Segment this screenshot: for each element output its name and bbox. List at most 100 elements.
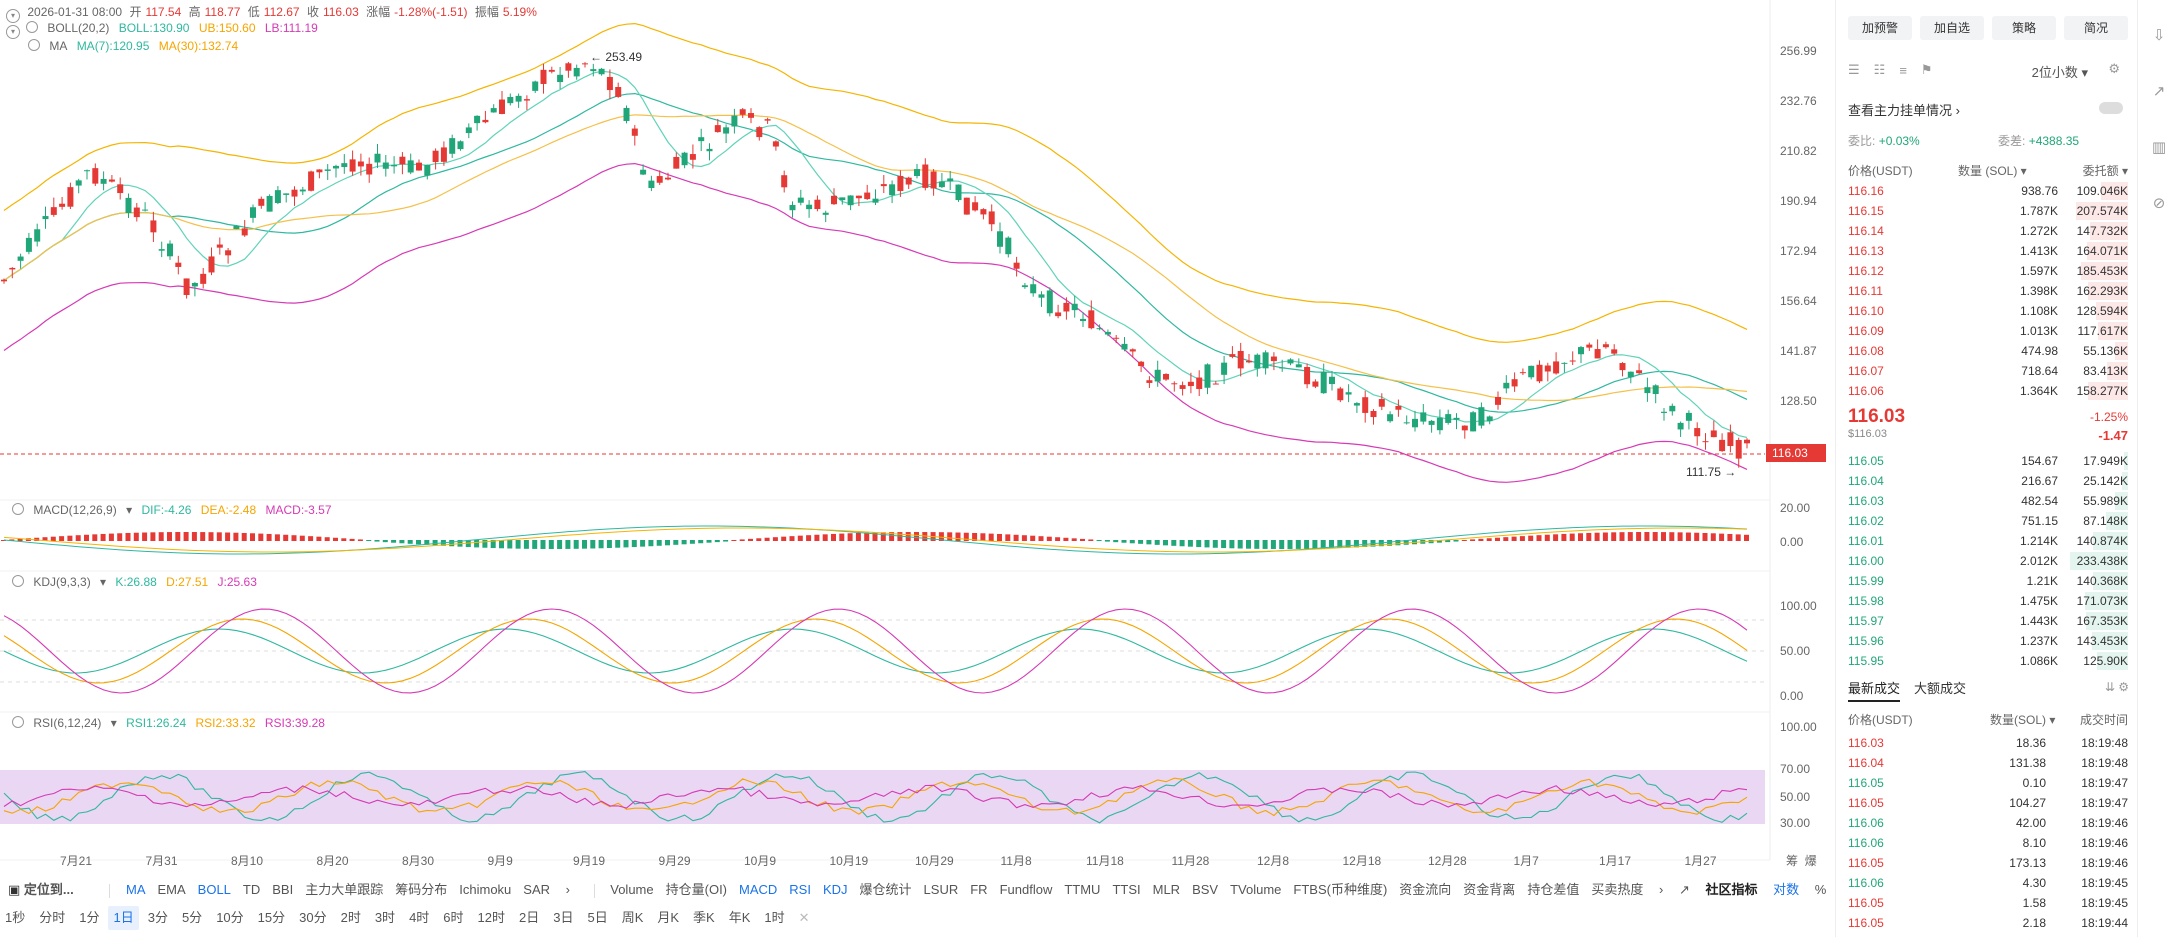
corner-labels[interactable]: 筹 爆 [1786, 852, 1817, 869]
link-icon[interactable]: ⊘ [2152, 195, 2166, 212]
chevron-down-icon[interactable]: ▾ [110, 716, 117, 730]
main-indicator-4[interactable]: BBI [272, 882, 294, 897]
main-indicator-5[interactable]: 主力大单跟踪 [305, 882, 384, 897]
interval-19[interactable]: 季K [693, 910, 715, 925]
main-indicator-0[interactable]: MA [126, 882, 146, 897]
sub-indicator-13[interactable]: TVolume [1230, 882, 1282, 897]
interval-21[interactable]: 1时 [764, 910, 785, 925]
interval-20[interactable]: 年K [728, 910, 751, 925]
interval-4[interactable]: 3分 [147, 910, 168, 925]
interval-18[interactable]: 月K [657, 910, 680, 925]
percent-scale-button[interactable]: % [1814, 882, 1827, 897]
trend-icon[interactable]: ↗ [2152, 83, 2166, 100]
eye-icon[interactable] [12, 575, 24, 587]
trade-tab-1[interactable]: 大额成交 [1914, 681, 1967, 696]
flag-icon[interactable]: ⚑ [1920, 62, 1933, 77]
eye-icon[interactable] [28, 39, 40, 51]
boll-legend[interactable]: ▾ BOLL(20,2) BOLL:130.90 UB:150.60 LB:11… [6, 21, 324, 39]
trade-qty-select[interactable]: 数量(SOL) ▾ [1990, 713, 2056, 727]
asks-only-icon[interactable]: ≡ [1899, 62, 1907, 78]
liq-label[interactable]: 爆 [1804, 854, 1817, 868]
bid-row[interactable]: 116.01 1.214K 140.874K [1848, 531, 2128, 551]
log-scale-button[interactable]: 对数 [1773, 882, 1800, 897]
both-sides-icon[interactable]: ☰ [1848, 62, 1860, 77]
trade-tab-0[interactable]: 最新成交 [1848, 681, 1901, 702]
chevron-down-icon[interactable]: ▾ [126, 503, 133, 517]
sub-indicator-4[interactable]: KDJ [822, 882, 848, 897]
main-indicator-3[interactable]: TD [242, 882, 261, 897]
decimals-select[interactable]: 2位小数 ▾ [2031, 65, 2088, 80]
kdj-legend[interactable]: KDJ(9,3,3) ▾ K:26.88 D:27.51 J:25.63 [12, 575, 263, 589]
chevron-right-icon[interactable]: › [1658, 882, 1664, 897]
ask-row[interactable]: 116.11 1.398K 162.293K [1848, 281, 2128, 301]
sub-indicator-7[interactable]: FR [970, 882, 988, 897]
sub-indicator-0[interactable]: Volume [610, 882, 654, 897]
eye-icon[interactable] [12, 716, 24, 728]
interval-2[interactable]: 1分 [79, 910, 100, 925]
interval-1[interactable]: 分时 [39, 910, 66, 925]
bids-only-icon[interactable]: ☷ [1873, 62, 1886, 77]
interval-8[interactable]: 30分 [299, 910, 327, 925]
chart-area[interactable]: ▾ 2026-01-31 08:00 开 117.54 高 118.77 低 112.… [0, 0, 1868, 937]
bid-row[interactable]: 116.04 216.67 25.142K [1848, 471, 2128, 491]
interval-5[interactable]: 5分 [181, 910, 203, 925]
bid-row[interactable]: 116.02 751.15 87.148K [1848, 511, 2128, 531]
sub-indicator-8[interactable]: Fundflow [999, 882, 1053, 897]
sub-indicator-16[interactable]: 资金背离 [1463, 882, 1516, 897]
ask-row[interactable]: 116.12 1.597K 185.453K [1848, 261, 2128, 281]
bid-row[interactable]: 116.00 2.012K 233.438K [1848, 551, 2128, 571]
sub-indicator-10[interactable]: TTSI [1112, 882, 1141, 897]
ask-row[interactable]: 116.09 1.013K 117.617K [1848, 321, 2128, 341]
ask-row[interactable]: 116.13 1.413K 164.071K [1848, 241, 2128, 261]
main-orders-link[interactable]: 查看主力挂单情况 › [1848, 103, 1960, 118]
interval-9[interactable]: 2时 [340, 910, 361, 925]
ask-row[interactable]: 116.08 474.98 55.136K [1848, 341, 2128, 361]
main-indicator-7[interactable]: Ichimoku [459, 882, 512, 897]
collapse-icon[interactable]: ▾ [6, 9, 20, 23]
interval-3[interactable]: 1日 [108, 906, 139, 930]
eye-icon[interactable] [12, 503, 24, 515]
ma-legend[interactable]: MA MA(7):120.95 MA(30):132.74 [28, 39, 244, 53]
chart-canvas[interactable] [0, 0, 1827, 875]
bid-row[interactable]: 115.95 1.086K 125.90K [1848, 651, 2128, 671]
interval-12[interactable]: 6时 [443, 910, 464, 925]
sub-indicator-9[interactable]: TTMU [1064, 882, 1101, 897]
ask-row[interactable]: 116.16 938.76 109.046K [1848, 181, 2128, 201]
interval-11[interactable]: 4时 [409, 910, 430, 925]
macd-legend[interactable]: MACD(12,26,9) ▾ DIF:-4.26 DEA:-2.48 MACD… [12, 503, 338, 517]
sub-indicator-18[interactable]: 买卖热度 [1591, 882, 1644, 897]
external-link-icon[interactable]: ↗ [1678, 882, 1690, 897]
panel-button-1[interactable]: 加自选 [1920, 16, 1984, 40]
main-indicator-1[interactable]: EMA [157, 882, 186, 897]
bid-row[interactable]: 115.99 1.21K 140.368K [1848, 571, 2128, 591]
locate-button[interactable]: ▣ 定位到... [8, 876, 86, 904]
gear-icon[interactable]: ⚙ [2118, 680, 2129, 694]
panel-button-3[interactable]: 简况 [2064, 16, 2128, 40]
bid-row[interactable]: 115.96 1.237K 143.453K [1848, 631, 2128, 651]
rsi-legend[interactable]: RSI(6,12,24) ▾ RSI1:26.24 RSI2:33.32 RSI… [12, 716, 331, 730]
bid-row[interactable]: 115.98 1.475K 171.073K [1848, 591, 2128, 611]
collapse-icon[interactable]: ▾ [6, 25, 20, 39]
qty-unit-select[interactable]: 数量 (SOL) ▾ [1958, 164, 2027, 178]
sub-indicator-3[interactable]: RSI [789, 882, 811, 897]
bid-row[interactable]: 115.97 1.443K 167.353K [1848, 611, 2128, 631]
bid-row[interactable]: 116.05 154.67 17.949K [1848, 451, 2128, 471]
ask-row[interactable]: 116.06 1.364K 158.277K [1848, 381, 2128, 401]
chevron-right-icon[interactable]: › [565, 882, 570, 897]
close-icon[interactable]: ✕ [798, 910, 810, 925]
sub-indicator-1[interactable]: 持仓量(OI) [665, 882, 728, 897]
sub-indicator-17[interactable]: 持仓差值 [1527, 882, 1580, 897]
ask-row[interactable]: 116.14 1.272K 147.732K [1848, 221, 2128, 241]
interval-13[interactable]: 12时 [477, 910, 505, 925]
bid-row[interactable]: 116.03 482.54 55.989K [1848, 491, 2128, 511]
ask-row[interactable]: 116.15 1.787K 207.574K [1848, 201, 2128, 221]
community-indicators-button[interactable]: 社区指标 [1705, 882, 1758, 897]
eye-icon[interactable] [26, 21, 38, 33]
sub-indicator-12[interactable]: BSV [1192, 882, 1219, 897]
chevron-down-icon[interactable]: ▾ [100, 575, 107, 589]
filter-icon[interactable]: ⇊ [2104, 680, 2115, 694]
interval-16[interactable]: 5日 [587, 910, 608, 925]
interval-17[interactable]: 周K [621, 910, 644, 925]
interval-0[interactable]: 1秒 [5, 910, 26, 925]
chart-icon[interactable]: ▥ [2151, 139, 2167, 156]
